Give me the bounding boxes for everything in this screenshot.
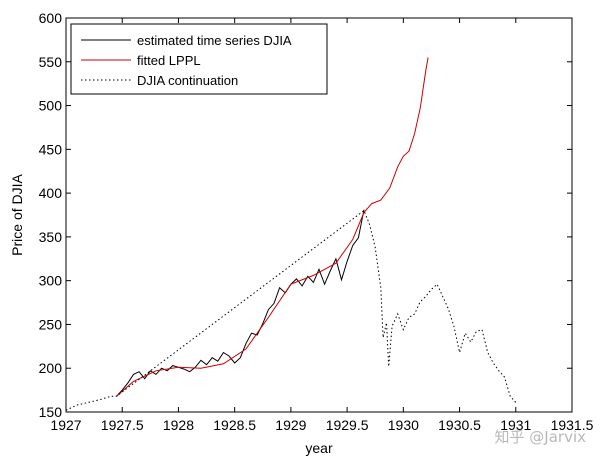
x-tick-label: 1928.5	[213, 417, 256, 433]
y-axis-label: Price of DJIA	[9, 174, 25, 256]
x-axis-label: year	[305, 440, 333, 456]
legend-label-estimated: estimated time series DJIA	[137, 33, 292, 48]
series-line-0	[116, 209, 365, 397]
plot-frame	[65, 17, 573, 413]
legend-box	[70, 23, 328, 95]
x-tick-label: 1929.5	[326, 417, 369, 433]
y-tick-label: 300	[39, 273, 63, 289]
y-tick-label: 150	[39, 404, 63, 420]
watermark-text: 知乎 @Jarvix	[494, 428, 586, 446]
x-tick-labels: 1927 1927.5 1928 1928.5 1929 1929.5 1930 1930.5…	[50, 417, 593, 433]
y-tick-labels: 150 200 250 300 350 400 450 500 550 600	[39, 10, 63, 420]
x-tick-label: 1930.5	[438, 417, 481, 433]
x-tick-label: 1930	[388, 417, 419, 433]
y-tick-label: 350	[39, 229, 63, 245]
x-tick-label: 1927.5	[101, 417, 144, 433]
series-layer	[65, 57, 517, 411]
y-tick-label: 450	[39, 141, 63, 157]
y-tick-label: 600	[39, 10, 63, 26]
y-tick-label: 250	[39, 316, 63, 332]
legend: estimated time series DJIA fitted LPPL D…	[70, 23, 328, 95]
y-tick-label: 400	[39, 185, 63, 201]
y-tick-label: 500	[39, 98, 63, 114]
series-line-2	[65, 209, 517, 411]
x-tick-label: 1931	[500, 417, 531, 433]
x-tick-label: 1931.5	[551, 417, 594, 433]
legend-label-fitted-lppl: fitted LPPL	[137, 53, 201, 68]
ticks-layer	[65, 17, 573, 413]
y-tick-label: 550	[39, 54, 63, 70]
x-tick-label: 1927	[50, 417, 81, 433]
series-line-1	[116, 57, 429, 397]
legend-label-continuation: DJIA continuation	[137, 73, 238, 88]
y-tick-label: 200	[39, 360, 63, 376]
x-tick-label: 1928	[163, 417, 194, 433]
x-tick-label: 1929	[275, 417, 306, 433]
